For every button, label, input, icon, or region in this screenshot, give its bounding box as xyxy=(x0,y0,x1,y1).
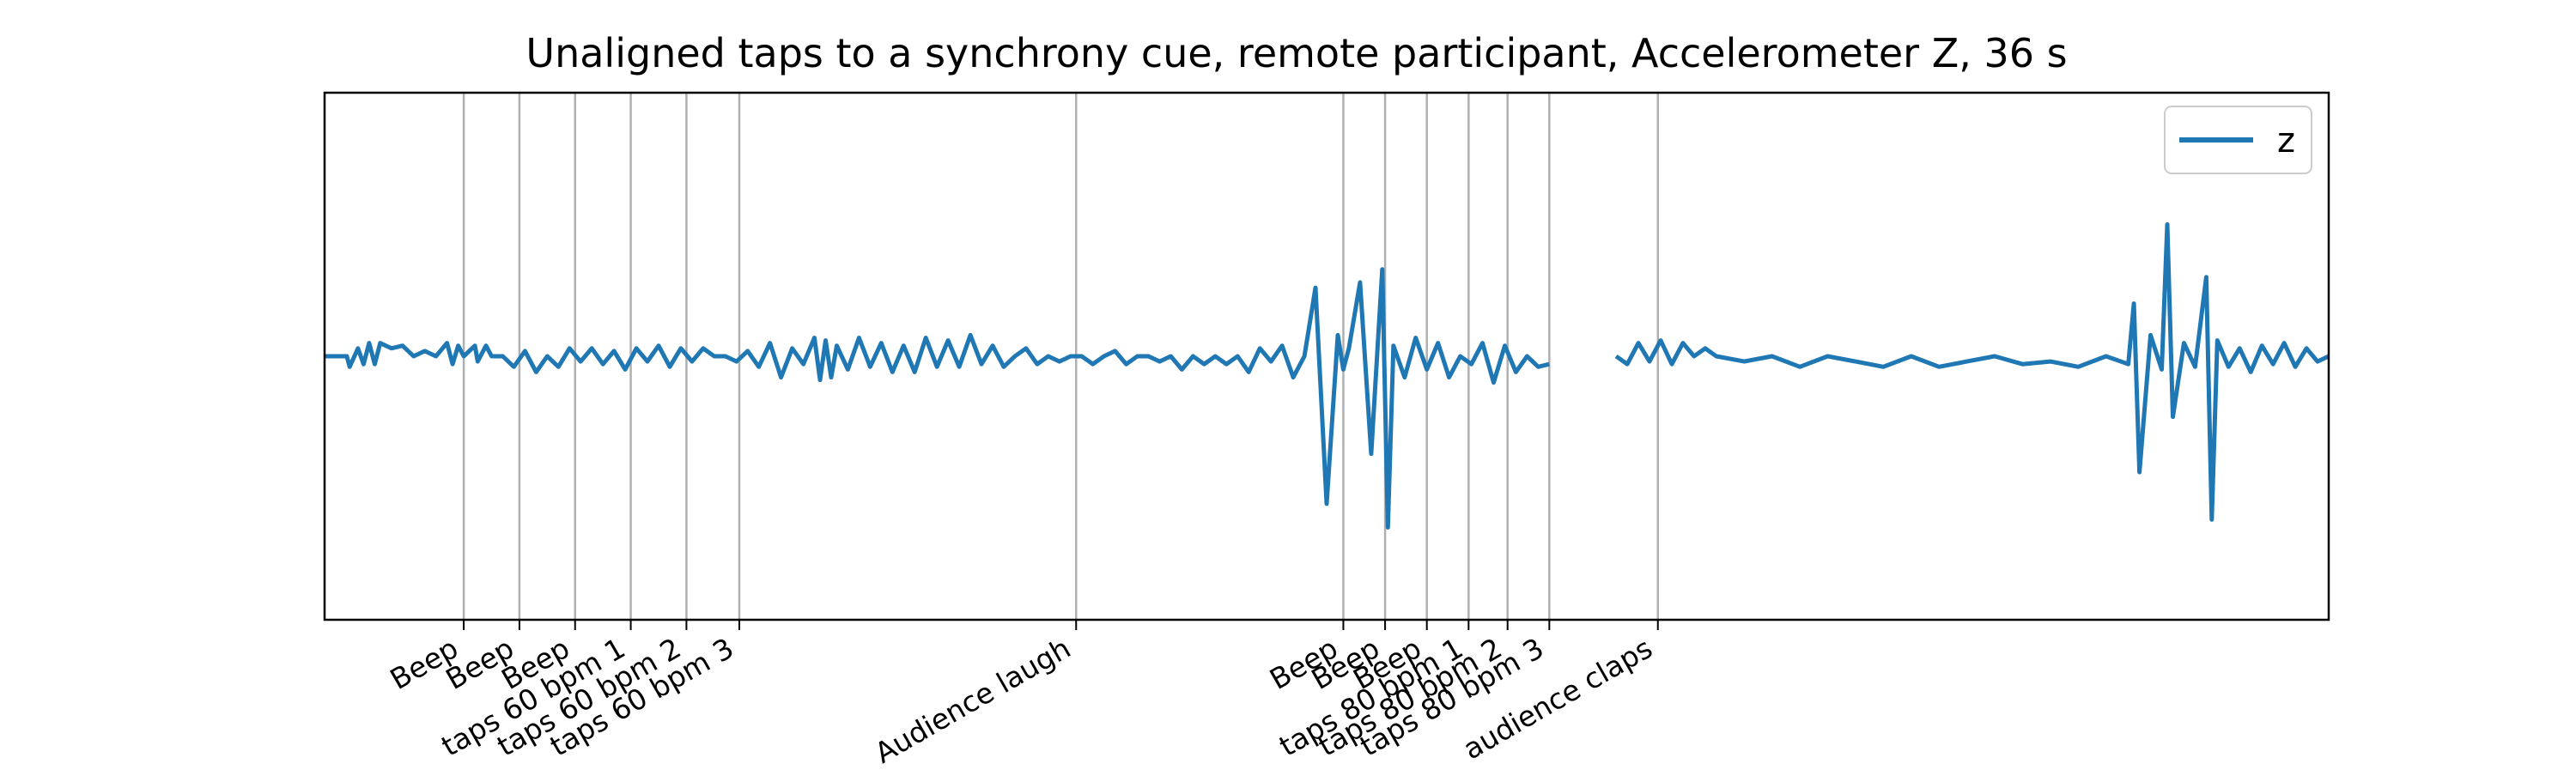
series-layer xyxy=(325,222,2330,530)
plot-area-frame xyxy=(323,91,2330,621)
event-label-6: Audience laugh xyxy=(869,631,1076,770)
legend: z xyxy=(2164,106,2312,174)
series-z-segment-1 xyxy=(1614,222,2330,522)
legend-label-z: z xyxy=(2277,121,2295,161)
chart-title: Unaligned taps to a synchrony cue, remot… xyxy=(526,30,2067,76)
series-z-segment-0 xyxy=(325,267,1550,530)
